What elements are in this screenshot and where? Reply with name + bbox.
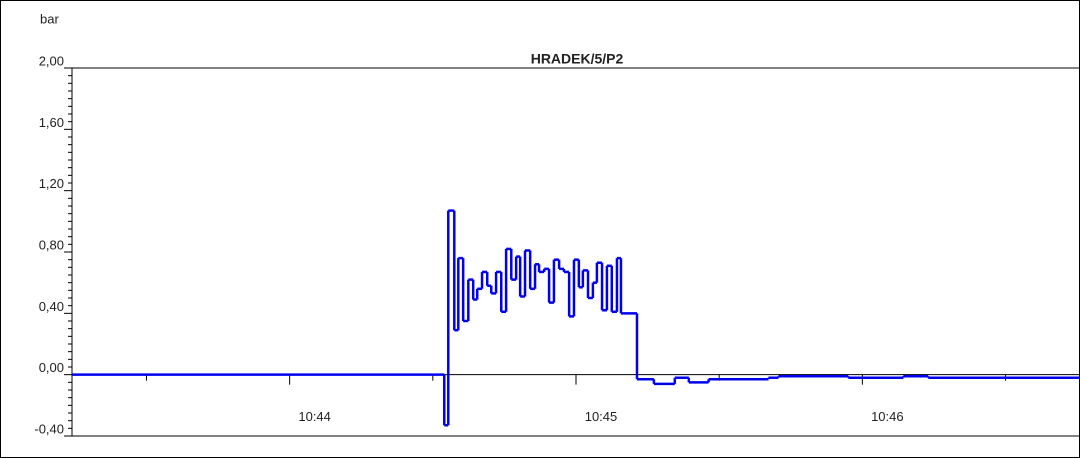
chart-title: HRADEK/5/P2 (531, 51, 624, 67)
y-tick-label: -0,40 (34, 421, 64, 436)
y-axis-unit: bar (40, 11, 59, 26)
y-tick-label: 1,60 (39, 115, 64, 130)
x-tick-label: 10:45 (585, 409, 618, 424)
x-tick-label: 10:44 (298, 409, 331, 424)
x-tick-label: 10:46 (871, 409, 904, 424)
y-tick-label: 0,40 (39, 299, 64, 314)
y-tick-label: 2,00 (39, 53, 64, 68)
y-tick-label: 0,80 (39, 237, 64, 252)
y-tick-label: 1,20 (39, 176, 64, 191)
y-tick-label: 0,00 (39, 360, 64, 375)
